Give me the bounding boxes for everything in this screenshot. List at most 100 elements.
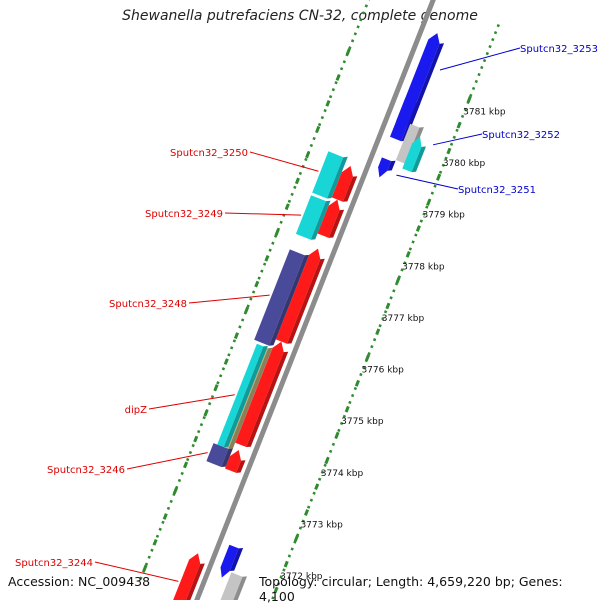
major-tick-left	[347, 49, 349, 55]
tick-dot-left	[168, 507, 169, 509]
reverse-gene-label: Sputcn32_3250	[170, 148, 248, 159]
major-tick-right	[285, 561, 287, 567]
tick-dot-left	[146, 563, 147, 565]
tick-dot-left	[171, 500, 172, 502]
tick-dot-right	[294, 541, 295, 543]
scale-label: 3781 kbp	[463, 107, 506, 117]
scale-label: 3775 kbp	[341, 417, 384, 427]
major-tick-right	[397, 277, 399, 283]
tick-dot-left	[201, 423, 202, 425]
tick-dot-left	[239, 326, 240, 328]
tick-dot-right	[470, 94, 471, 96]
major-tick-left	[215, 385, 217, 391]
major-tick-left	[164, 514, 166, 520]
tick-dot-right	[289, 555, 290, 557]
major-tick-left	[235, 333, 237, 339]
tick-dot-left	[344, 61, 345, 63]
tick-dot-left	[333, 89, 334, 91]
tick-dot-right	[391, 297, 392, 299]
tick-dot-right	[311, 499, 312, 501]
major-tick-right	[458, 122, 460, 128]
tick-dot-right	[371, 345, 372, 347]
reverse-gene-label: Sputcn32_3246	[47, 465, 125, 476]
major-tick-left	[266, 256, 268, 262]
tick-dot-right	[314, 492, 315, 494]
tick-dot-right	[385, 311, 386, 313]
tick-dot-left	[311, 144, 312, 146]
tick-dot-left	[209, 403, 210, 405]
tick-dot-left	[217, 382, 218, 384]
major-tick-right	[366, 355, 368, 361]
reverse-gene-label: Sputcn32_3249	[145, 209, 223, 220]
tick-dot-left	[322, 116, 323, 118]
tick-dot-left	[363, 12, 364, 14]
tick-dot-left	[305, 158, 306, 160]
forward-label-leader	[440, 48, 520, 70]
tick-dot-left	[319, 123, 320, 125]
tick-dot-left	[198, 430, 199, 432]
tick-dot-right	[374, 339, 375, 341]
scale-label: 3778 kbp	[402, 262, 445, 272]
reverse-gene-label: dipZ	[125, 405, 147, 416]
reverse-label-leader	[149, 395, 235, 409]
major-tick-right	[377, 329, 379, 335]
tick-dot-right	[349, 401, 350, 403]
tick-dot-right	[325, 464, 326, 466]
major-tick-right	[468, 97, 470, 103]
tick-dot-left	[223, 368, 224, 370]
major-tick-left	[317, 126, 319, 132]
tick-dot-right	[492, 38, 493, 40]
tick-dot-right	[292, 548, 293, 550]
tick-dot-left	[182, 472, 183, 474]
scale-label: 3780 kbp	[443, 159, 486, 169]
tick-dot-right	[476, 80, 477, 82]
tick-dot-left	[157, 535, 158, 537]
tick-dot-left	[173, 493, 174, 495]
tick-dot-left	[212, 396, 213, 398]
major-tick-right	[427, 200, 429, 206]
tick-dot-right	[457, 129, 458, 131]
tick-dot-left	[190, 451, 191, 453]
reverse-gene-label: Sputcn32_3244	[15, 558, 93, 569]
tick-dot-right	[481, 66, 482, 68]
major-tick-right	[407, 252, 409, 258]
major-tick-left	[225, 359, 227, 365]
tick-dot-left	[281, 221, 282, 223]
major-tick-left	[245, 307, 247, 313]
tick-dot-right	[283, 569, 284, 571]
tick-dot-left	[330, 95, 331, 97]
tick-dot-right	[432, 192, 433, 194]
tick-dot-right	[380, 325, 381, 327]
tick-dot-left	[228, 354, 229, 356]
major-tick-left	[307, 152, 309, 158]
tick-dot-left	[264, 263, 265, 265]
tick-dot-right	[490, 45, 491, 47]
forward-gene-label: Sputcn32_3251	[458, 185, 536, 196]
tick-dot-right	[487, 52, 488, 54]
tick-dot-left	[366, 5, 367, 7]
tick-dot-left	[162, 521, 163, 523]
tick-dot-left	[325, 109, 326, 111]
major-tick-right	[356, 381, 358, 387]
tick-dot-left	[360, 19, 361, 21]
forward-gene-label: Sputcn32_3252	[482, 130, 560, 141]
tick-dot-left	[160, 528, 161, 530]
scale-label: 3779 kbp	[422, 211, 465, 221]
tick-dot-left	[231, 347, 232, 349]
major-tick-left	[184, 462, 186, 468]
tick-dot-right	[333, 443, 334, 445]
major-tick-right	[305, 510, 307, 516]
forward-gene-label: Sputcn32_3253	[520, 44, 598, 55]
tick-dot-left	[193, 444, 194, 446]
major-tick-right	[438, 174, 440, 180]
scale-label: 3776 kbp	[361, 366, 404, 376]
major-tick-left	[337, 75, 339, 81]
major-tick-right	[448, 148, 450, 154]
tick-dot-left	[272, 242, 273, 244]
tick-dot-right	[352, 394, 353, 396]
tick-dot-left	[355, 33, 356, 35]
tick-dot-left	[352, 40, 353, 42]
tick-dot-left	[275, 235, 276, 237]
tick-dot-left	[270, 249, 271, 251]
